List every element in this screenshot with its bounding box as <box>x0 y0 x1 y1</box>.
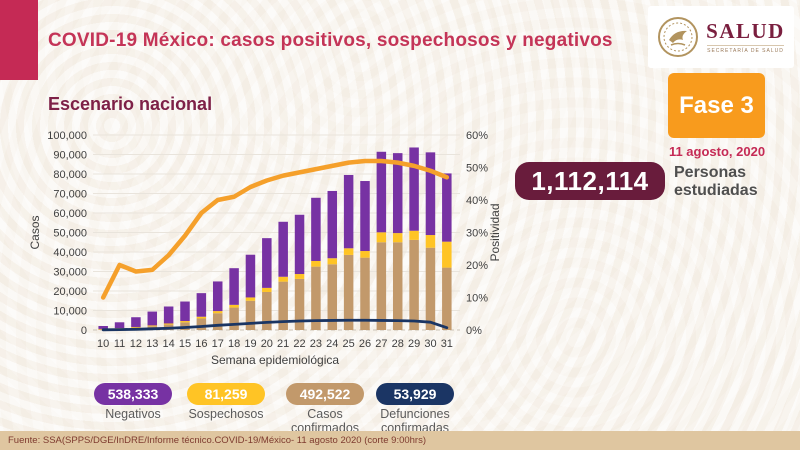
negativos-value: 538,333 <box>94 383 172 405</box>
epidemiology-chart: 0 10,000 20,000 30,000 40,000 50,000 60,000 70,… <box>25 116 515 381</box>
svg-text:25: 25 <box>343 338 355 350</box>
report-date: 11 agosto, 2020 <box>668 144 766 159</box>
svg-text:29: 29 <box>408 338 420 350</box>
salud-logo-subtitle: SECRETARÍA DE SALUD <box>707 44 784 54</box>
svg-text:11: 11 <box>114 338 125 350</box>
svg-text:16: 16 <box>195 338 207 350</box>
svg-text:60%: 60% <box>466 130 488 142</box>
svg-text:10%: 10% <box>466 293 488 305</box>
svg-text:90,000: 90,000 <box>53 150 87 162</box>
svg-text:27: 27 <box>375 338 387 350</box>
svg-text:20: 20 <box>261 338 273 350</box>
svg-text:40,000: 40,000 <box>53 247 87 259</box>
source-note: Fuente: SSA(SPPS/DGE/InDRE/Informe técni… <box>8 435 427 446</box>
svg-text:Positividad: Positividad <box>488 203 502 261</box>
defunciones-value: 53,929 <box>376 383 454 405</box>
svg-text:Casos: Casos <box>28 215 42 249</box>
svg-text:80,000: 80,000 <box>53 169 87 181</box>
svg-text:19: 19 <box>244 338 256 350</box>
salud-logo: SALUD SECRETARÍA DE SALUD <box>648 6 794 68</box>
studied-count-label: Personas estudiadas <box>674 164 758 200</box>
studied-count-badge: 1,112,114 <box>515 162 665 200</box>
svg-text:60,000: 60,000 <box>53 208 87 220</box>
svg-text:10,000: 10,000 <box>53 306 87 318</box>
svg-text:14: 14 <box>163 338 175 350</box>
svg-text:15: 15 <box>179 338 191 350</box>
svg-text:50%: 50% <box>466 163 488 175</box>
svg-text:22: 22 <box>293 338 305 350</box>
svg-text:0: 0 <box>81 325 87 337</box>
confirmados-value: 492,522 <box>286 383 364 405</box>
badge-sospechosos: 81,259 Sospechosos <box>166 383 286 422</box>
svg-text:23: 23 <box>310 338 322 350</box>
footer-bar: Fuente: SSA(SPPS/DGE/InDRE/Informe técni… <box>0 431 800 450</box>
svg-text:12: 12 <box>130 338 142 350</box>
svg-text:28: 28 <box>392 338 404 350</box>
svg-text:13: 13 <box>146 338 158 350</box>
svg-text:20%: 20% <box>466 260 488 272</box>
left-accent-bar <box>0 0 38 80</box>
badge-negativos: 538,333 Negativos <box>73 383 193 422</box>
salud-logo-name: SALUD <box>706 18 785 43</box>
svg-text:10: 10 <box>97 338 109 350</box>
svg-text:70,000: 70,000 <box>53 189 87 201</box>
svg-text:20,000: 20,000 <box>53 286 87 298</box>
svg-text:40%: 40% <box>466 195 488 207</box>
svg-text:24: 24 <box>326 338 338 350</box>
svg-text:100,000: 100,000 <box>47 130 87 142</box>
svg-text:0%: 0% <box>466 325 482 337</box>
svg-text:21: 21 <box>277 338 289 350</box>
svg-text:30,000: 30,000 <box>53 267 87 279</box>
svg-text:17: 17 <box>212 338 224 350</box>
svg-text:31: 31 <box>441 338 453 350</box>
chart-canvas: 0 10,000 20,000 30,000 40,000 50,000 60,000 70,… <box>28 130 502 367</box>
salud-logo-text: SALUD SECRETARÍA DE SALUD <box>706 18 785 54</box>
svg-text:Semana epidemiológica: Semana epidemiológica <box>211 353 339 367</box>
salud-emblem-icon <box>658 17 699 57</box>
page-title: COVID-19 México: casos positivos, sospec… <box>48 30 613 51</box>
phase-badge: Fase 3 <box>668 73 765 138</box>
svg-text:50,000: 50,000 <box>53 228 87 240</box>
sospechosos-label: Sospechosos <box>188 407 264 421</box>
sospechosos-value: 81,259 <box>187 383 265 405</box>
svg-text:30: 30 <box>424 338 436 350</box>
section-subtitle: Escenario nacional <box>48 94 213 114</box>
svg-text:18: 18 <box>228 338 240 350</box>
badge-defunciones: 53,929 Defunciones confirmadas <box>355 383 475 436</box>
svg-text:26: 26 <box>359 338 371 350</box>
negativos-label: Negativos <box>105 407 161 421</box>
svg-text:30%: 30% <box>466 228 488 240</box>
badge-confirmados: 492,522 Casos confirmados <box>265 383 385 436</box>
